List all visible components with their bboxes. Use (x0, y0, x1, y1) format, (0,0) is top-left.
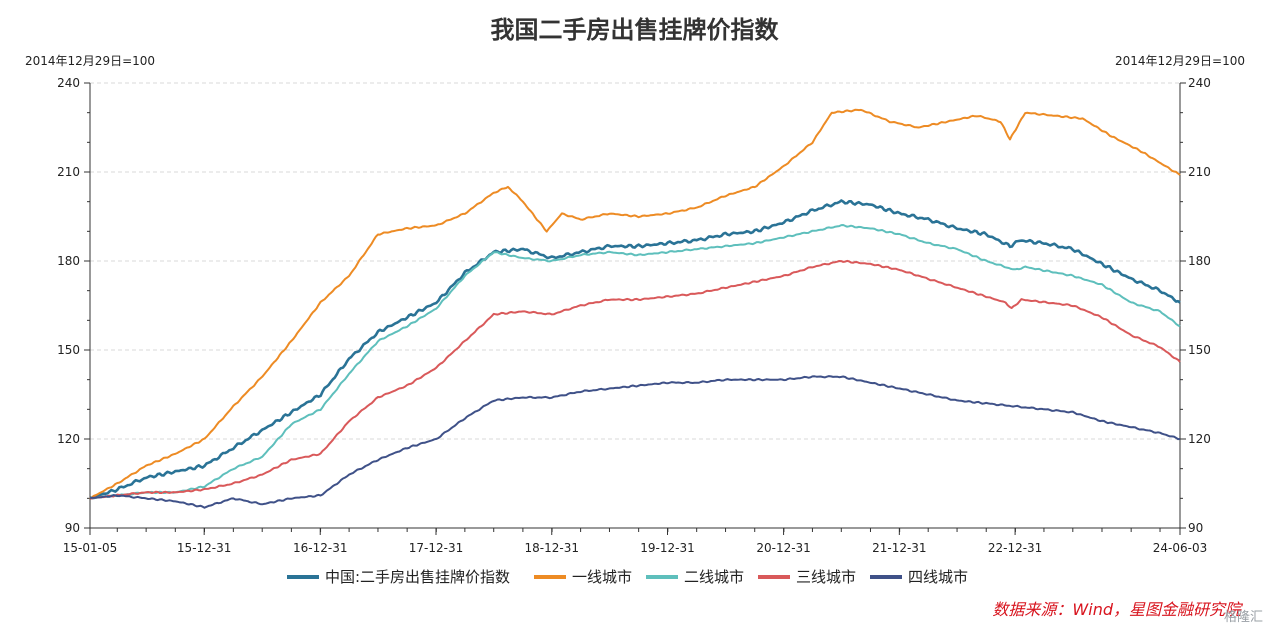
y-tick-label-right: 150 (1188, 343, 1211, 357)
legend-item: 中国:二手房出售挂牌价指数 (287, 568, 510, 586)
x-tick-label: 16-12-31 (293, 541, 347, 555)
x-tick-label: 20-12-31 (756, 541, 810, 555)
series-line (89, 224, 1181, 500)
x-tick-label: 18-12-31 (525, 541, 579, 555)
y-tick-label-left: 180 (57, 254, 80, 268)
y-tick-label-left: 120 (57, 432, 80, 446)
y-unit-left: 2014年12月29日=100 (25, 54, 155, 68)
y-tick-label-left: 90 (65, 521, 80, 535)
x-tick-label: 24-06-03 (1153, 541, 1207, 555)
y-tick-label-right: 180 (1188, 254, 1211, 268)
source-note: 数据来源：Wind，星图金融研究院 (992, 600, 1241, 619)
y-unit-right: 2014年12月29日=100 (1115, 54, 1245, 68)
y-tick-label-left: 150 (57, 343, 80, 357)
legend-item: 一线城市 (534, 568, 632, 586)
legend-label: 一线城市 (572, 568, 632, 586)
legend-item: 三线城市 (758, 568, 856, 586)
x-tick-label: 17-12-31 (409, 541, 463, 555)
legend-label: 中国:二手房出售挂牌价指数 (325, 568, 510, 586)
y-tick-label-left: 210 (57, 165, 80, 179)
series-line (89, 108, 1181, 500)
axes: 90 90 120 120 150 150 180 180 210 210 240 240 15-01-… (57, 76, 1211, 555)
x-tick-label: 22-12-31 (988, 541, 1042, 555)
y-tick-label-left: 240 (57, 76, 80, 90)
series-line (89, 375, 1181, 509)
legend-label: 二线城市 (684, 568, 744, 586)
legend: 中国:二手房出售挂牌价指数 一线城市 二线城市 三线城市 四线城市 (287, 568, 968, 586)
legend-label: 四线城市 (908, 568, 968, 586)
x-tick-label: 15-12-31 (177, 541, 231, 555)
legend-item: 四线城市 (870, 568, 968, 586)
y-tick-label-right: 240 (1188, 76, 1211, 90)
legend-label: 三线城市 (796, 568, 856, 586)
x-tick-label: 21-12-31 (872, 541, 926, 555)
y-tick-label-right: 210 (1188, 165, 1211, 179)
legend-item: 二线城市 (646, 568, 744, 586)
x-tick-label: 15-01-05 (63, 541, 117, 555)
series-lines (89, 108, 1181, 509)
x-tick-label: 19-12-31 (640, 541, 694, 555)
series-line (89, 199, 1181, 500)
watermark: 格隆汇 (1223, 610, 1263, 625)
y-tick-label-right: 90 (1188, 521, 1203, 535)
y-tick-label-right: 120 (1188, 432, 1211, 446)
chart-title: 我国二手房出售挂牌价指数 (490, 16, 779, 44)
series-line (89, 259, 1181, 500)
